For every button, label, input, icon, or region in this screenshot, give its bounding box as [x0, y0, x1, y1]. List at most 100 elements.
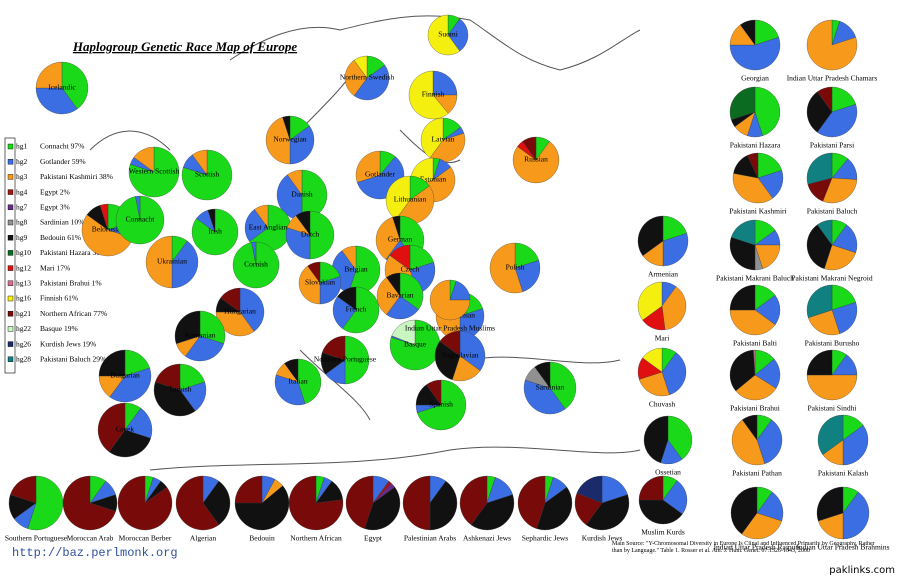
pie: Palestinian Arabs — [402, 475, 458, 543]
legend-swatch — [7, 326, 14, 332]
pie-label: Pakistani Sindhi — [808, 404, 857, 413]
pie-label: Connacht — [126, 215, 156, 224]
legend-swatch — [7, 311, 14, 317]
pie-slice — [35, 61, 63, 89]
pie-slice — [831, 302, 858, 334]
pie-slice — [514, 260, 541, 292]
pie-slice — [638, 371, 670, 397]
pie-slice — [199, 310, 226, 344]
legend-code: hg2 — [16, 157, 28, 166]
pie: Basque — [389, 319, 441, 371]
pie-slice — [729, 284, 756, 311]
pie-slice — [353, 64, 390, 101]
pie-label: Polish — [506, 263, 525, 272]
pie-slice — [638, 499, 683, 525]
legend-label: Pakistani Brahui 1% — [40, 279, 102, 288]
pie-slice — [274, 374, 306, 406]
pie-slice — [753, 349, 756, 376]
pie-label: Palestinian Arabs — [404, 534, 456, 543]
pie-slice — [386, 272, 401, 297]
pie: Connacht — [115, 195, 165, 245]
pie-label: Pakistani Parsi — [810, 141, 854, 150]
pie-slice — [234, 475, 263, 504]
legend-label: Mari 17% — [40, 263, 70, 272]
pie: Ashkenazi Jews — [459, 475, 515, 543]
pie-label: Pakistani Pathan — [732, 469, 782, 478]
pie-slice — [285, 227, 311, 260]
pie: Cornish — [232, 241, 280, 289]
pie-label: Scottish — [195, 170, 219, 179]
legend-label: Egypt 3% — [40, 203, 70, 212]
pie-slice — [251, 241, 257, 266]
legend-swatch — [7, 265, 14, 271]
pie-slice — [97, 402, 126, 453]
pie-slice — [399, 272, 424, 310]
pie-slice — [181, 149, 233, 201]
pie-label: Bulgarian — [110, 371, 140, 380]
legend-code: hg16 — [16, 294, 31, 303]
pie-slice — [842, 491, 870, 540]
legend-label: Connacht 97% — [40, 142, 84, 151]
pie-slice — [729, 309, 776, 336]
pie-slice — [536, 486, 573, 531]
pie-slice — [732, 173, 773, 204]
pie: Pakistani Parsi — [806, 86, 858, 150]
pie-slice — [128, 146, 180, 198]
pie-label: Moroccan Arab — [67, 534, 114, 543]
pie: Russian — [512, 136, 560, 184]
pie: Indian Uttar Pradesh Muslims — [405, 279, 495, 333]
legend-code: hg3 — [16, 172, 28, 181]
pie-slice — [585, 494, 630, 531]
pie-slice — [517, 475, 546, 529]
pie: Pakistani Sindhi — [806, 349, 858, 413]
pie-slice — [309, 210, 335, 260]
pie-slice — [288, 475, 344, 531]
pie-label: Finnish — [422, 90, 445, 99]
url: http://baz.perlmonk.org — [12, 546, 178, 560]
pie-label: Bedouin — [249, 534, 275, 543]
legend-swatch — [7, 174, 14, 180]
pie-slice — [344, 59, 368, 97]
pie-slice — [215, 311, 255, 337]
pie-slice — [662, 480, 688, 515]
pie-label: Pakistani Kalash — [818, 469, 868, 478]
pie-slice — [417, 379, 467, 431]
pie-slice — [319, 276, 342, 305]
pie: Georgian — [729, 19, 781, 83]
legend-code: hg12 — [16, 263, 31, 272]
pie-slice — [62, 475, 116, 531]
pie-slice — [81, 214, 133, 257]
pie: Slovakian — [298, 261, 342, 305]
pie-label: Pakistani Brahui — [730, 404, 780, 413]
pie-slice — [667, 415, 693, 460]
legend-swatch — [7, 143, 14, 150]
pie-label: Dutch — [301, 230, 320, 239]
pie-slice — [344, 335, 370, 385]
pie: Scottish — [181, 149, 233, 201]
pie-slice — [282, 115, 291, 141]
pie-slice — [239, 287, 265, 332]
pie-slice — [185, 335, 224, 362]
pie-label: Romanian — [185, 331, 216, 340]
pie-slice — [171, 240, 199, 289]
pie-label: Pakistani Makrani Negroid — [791, 274, 872, 283]
pie-slice — [202, 480, 231, 526]
pie-slice — [735, 374, 777, 401]
pie: Moroccan Arab — [62, 475, 118, 543]
pie-slice — [824, 244, 856, 271]
pie-label: Russian — [524, 155, 548, 164]
pie-slice — [297, 358, 322, 405]
pie-label: German — [388, 235, 412, 244]
pie-label: Danish — [291, 190, 312, 199]
pie-slice — [389, 319, 441, 371]
legend-label: Egypt 2% — [40, 187, 70, 196]
pie-slice — [265, 116, 291, 165]
legend-swatch — [7, 158, 14, 165]
pie-slice — [135, 195, 141, 221]
pie-slice — [27, 475, 64, 531]
pie-label: Indian Uttar Pradesh Brahmins — [796, 543, 889, 552]
legend-swatch — [7, 234, 14, 241]
pie: Bavarian — [376, 272, 424, 320]
pie-label: Italian — [288, 377, 307, 386]
